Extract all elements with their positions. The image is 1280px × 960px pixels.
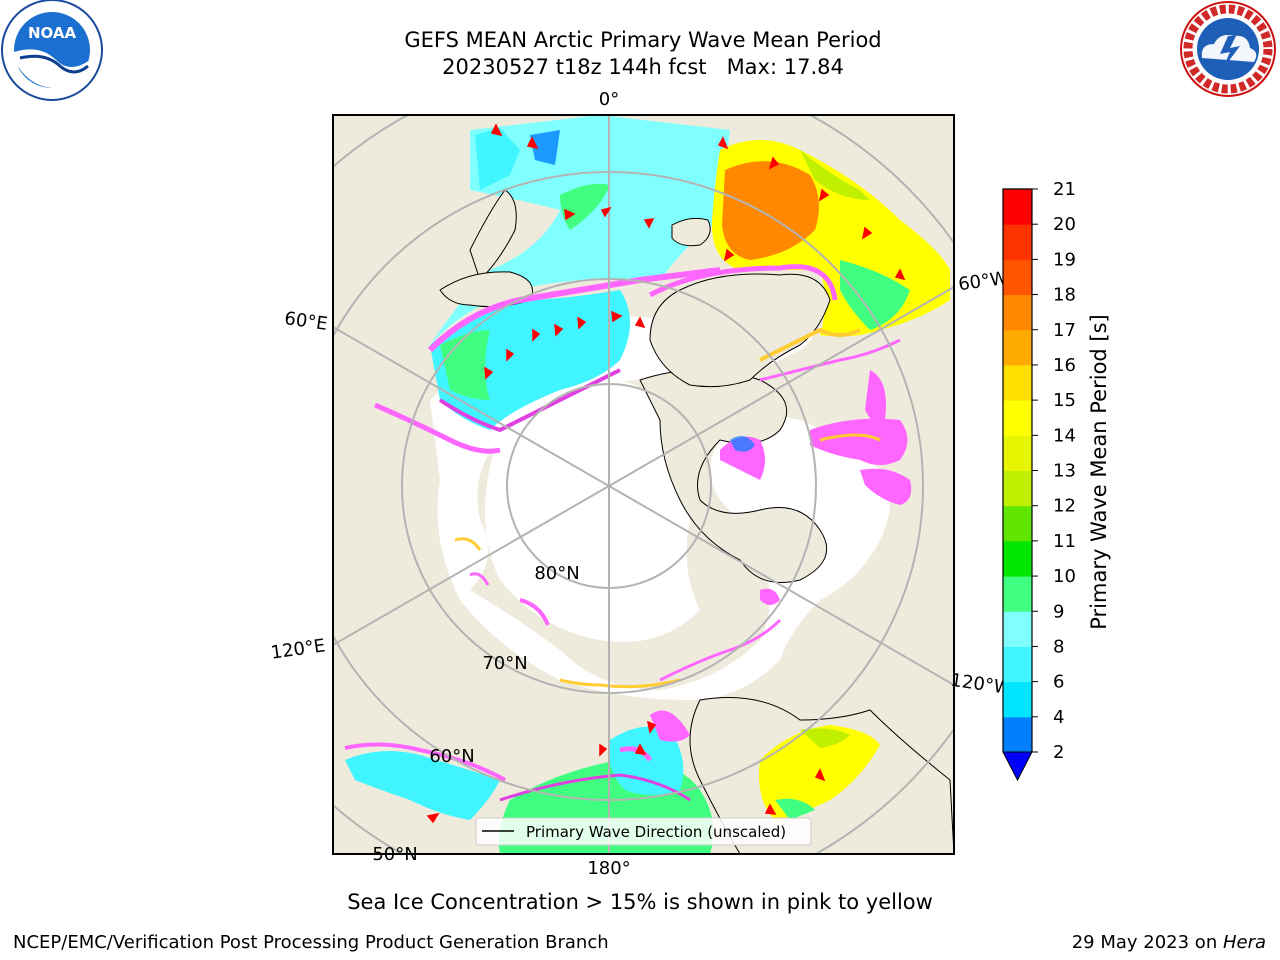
sea-ice-note: Sea Ice Concentration > 15% is shown in … <box>347 890 933 914</box>
label-50n: 50°N <box>372 844 417 865</box>
colorbar-band <box>1003 400 1032 436</box>
colorbar-tick-label: 12 <box>1053 496 1076 517</box>
label-0deg: 0° <box>599 89 619 110</box>
colorbar-band <box>1003 259 1032 296</box>
map-subtitle: 20230527 t18z 144h fcst Max: 17.84 <box>442 55 844 79</box>
colorbar-tick-label: 2 <box>1053 742 1064 763</box>
colorbar-band <box>1003 576 1032 612</box>
colorbar-band <box>1003 189 1032 225</box>
colorbar-tick-label: 19 <box>1053 249 1076 270</box>
greenland <box>649 273 831 388</box>
noaa-logo: NOAA <box>1 0 103 101</box>
colorbar-tick-label: 16 <box>1053 355 1076 376</box>
colorbar-tick-label: 20 <box>1053 214 1076 235</box>
label-180: 180° <box>587 858 630 879</box>
colorbar-band <box>1003 329 1032 366</box>
colorbar-band <box>1003 716 1032 753</box>
colorbar-band <box>1003 294 1032 331</box>
colorbar-tick-label: 18 <box>1053 285 1076 306</box>
colorbar-tick-label: 15 <box>1053 390 1076 411</box>
colorbar-tick-label: 17 <box>1053 320 1076 341</box>
colorbar-tick-label: 10 <box>1053 566 1076 587</box>
noaa-logo-text: NOAA <box>28 24 77 42</box>
colorbar-band <box>1003 646 1032 683</box>
colorbar-tick-label: 21 <box>1053 179 1076 200</box>
label-80n: 80°N <box>534 563 579 584</box>
colorbar-tick-label: 9 <box>1053 601 1064 622</box>
colorbar-band <box>1003 470 1032 507</box>
label-60n: 60°N <box>429 746 474 767</box>
colorbar-band <box>1003 224 1032 260</box>
colorbar-bands <box>1002 188 1033 782</box>
colorbar-under-triangle <box>1002 751 1033 782</box>
colorbar-tick-label: 14 <box>1053 425 1076 446</box>
run-date-text: 29 May 2023 on <box>1071 932 1223 953</box>
colorbar-band <box>1003 505 1032 542</box>
producer-credit: NCEP/EMC/Verification Post Processing Pr… <box>13 932 609 953</box>
colorbar-tick-label: 13 <box>1053 461 1076 482</box>
colorbar-tick-label: 8 <box>1053 636 1064 657</box>
colorbar-band <box>1003 540 1032 577</box>
map-legend: Primary Wave Direction (unscaled) <box>475 817 812 846</box>
colorbar-tick-label: 4 <box>1053 707 1064 728</box>
colorbar-tick-label: 11 <box>1053 531 1076 552</box>
colorbar-band <box>1003 364 1032 401</box>
nws-logo <box>1180 1 1276 97</box>
run-date: 29 May 2023 on Hera <box>1072 932 1266 953</box>
colorbar-tick-label: 6 <box>1053 672 1064 693</box>
legend-label: Primary Wave Direction (unscaled) <box>526 823 786 841</box>
map-title: GEFS MEAN Arctic Primary Wave Mean Perio… <box>404 28 882 52</box>
wave-direction-arrows <box>426 123 906 824</box>
colorbar-ticks: 21 20 19 18 17 16 15 14 13 12 11 10 9 8 6 4 2 <box>1032 179 1076 763</box>
colorbar-label: Primary Wave Mean Period [s] <box>1087 314 1111 630</box>
colorbar-band <box>1003 435 1032 471</box>
map-frame <box>332 114 955 855</box>
machine-name: Hera <box>1222 932 1266 953</box>
colorbar-band <box>1003 681 1032 718</box>
colorbar-band <box>1003 611 1032 647</box>
label-70n: 70°N <box>482 653 527 674</box>
okhotsk-waves <box>345 751 500 820</box>
graticule <box>333 115 954 854</box>
